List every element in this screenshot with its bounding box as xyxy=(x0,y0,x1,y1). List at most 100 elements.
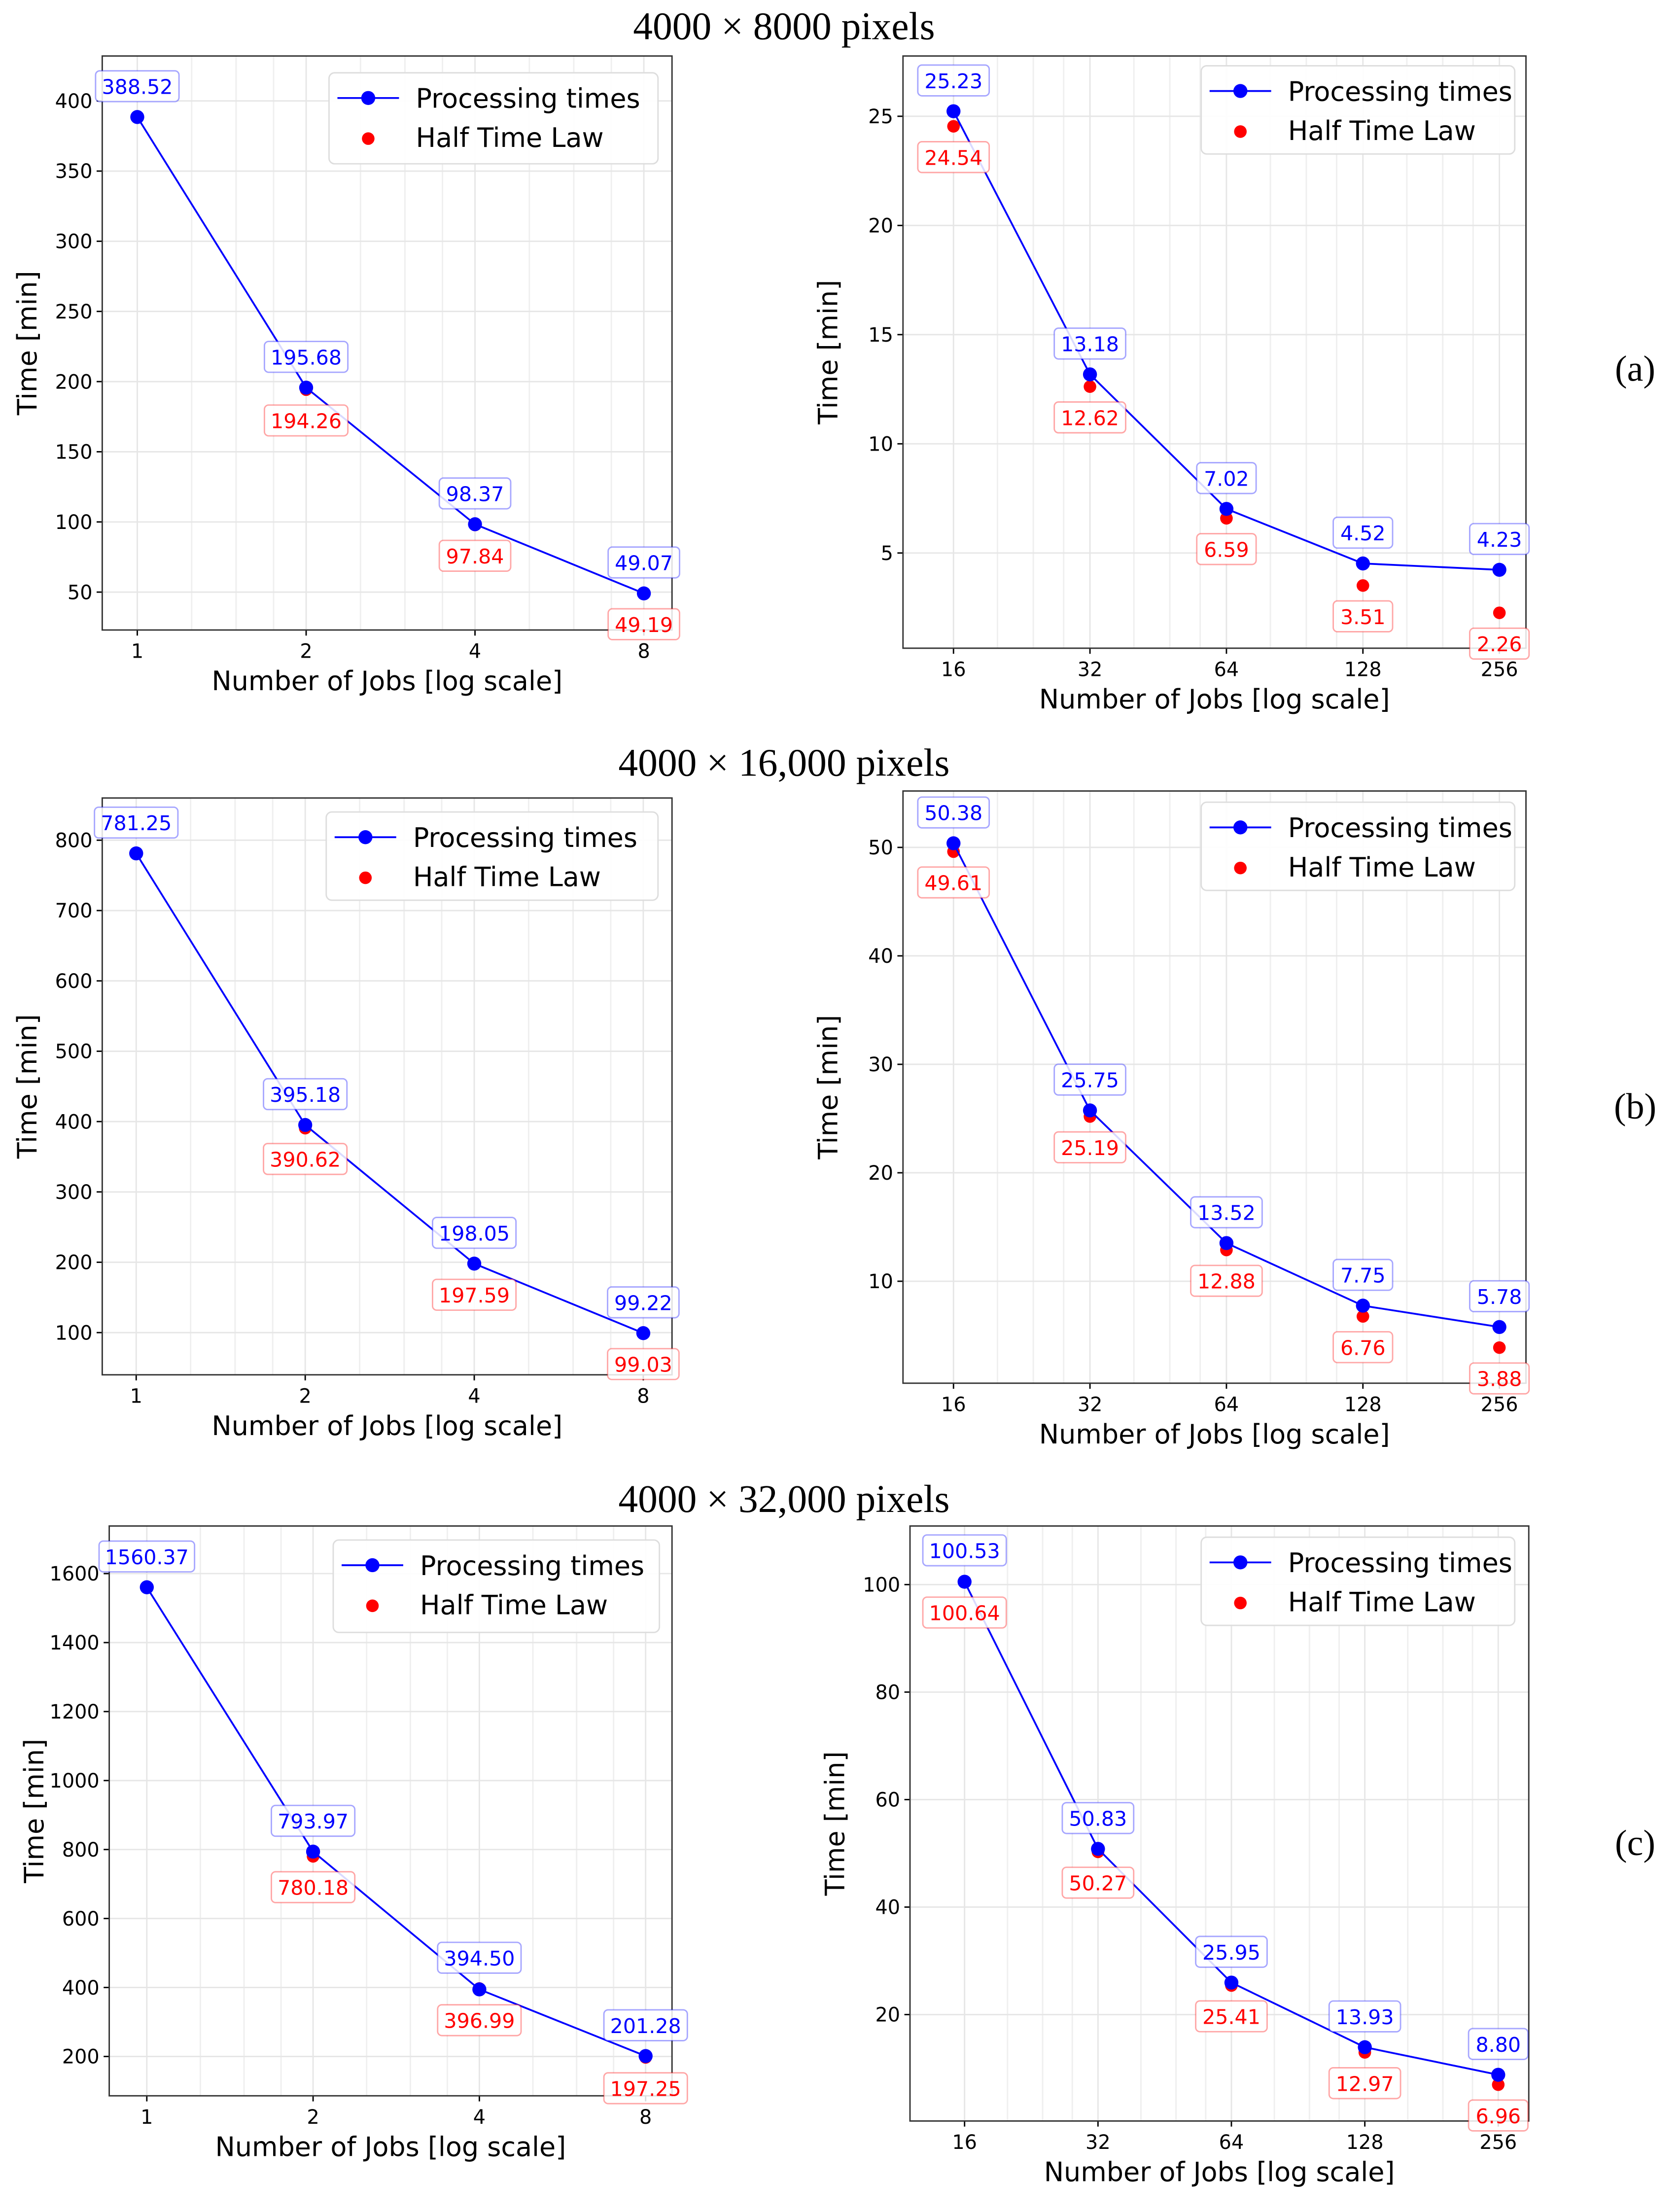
processing-time-point xyxy=(130,110,144,124)
half-time-data-label: 3.51 xyxy=(1340,605,1386,629)
half-time-data-label-box xyxy=(438,539,512,572)
processing-time-point xyxy=(299,381,314,395)
legend-frame xyxy=(1200,65,1516,155)
processing-time-point xyxy=(638,2049,653,2063)
processing-time-data-label: 13.18 xyxy=(1061,333,1119,356)
y-tick-label: 300 xyxy=(55,1181,93,1204)
legend-half-time-marker xyxy=(1234,1596,1247,1610)
legend-processing-marker xyxy=(1233,1555,1248,1570)
y-tick-label: 50 xyxy=(68,581,93,604)
processing-time-point xyxy=(1492,562,1506,577)
processing-times-line xyxy=(135,853,644,1334)
x-tick-label: 16 xyxy=(941,1394,966,1416)
half-time-data-label-box xyxy=(1196,533,1257,565)
processing-time-data-label: 25.75 xyxy=(1061,1069,1119,1092)
processing-time-point xyxy=(472,1982,487,1997)
y-tick-label: 600 xyxy=(62,1908,100,1931)
chart-4: 200 400 600 800 1000 1200 1400 1600 1 2 4 8 Number o… xyxy=(19,1525,688,2162)
x-tick-label: 64 xyxy=(1219,2131,1244,2154)
panel-label-b: (b) xyxy=(1614,1086,1656,1126)
half-time-data-label: 24.54 xyxy=(924,146,982,170)
processing-time-data-label-box xyxy=(1195,1935,1268,1968)
processing-time-data-label-box xyxy=(1469,523,1530,556)
processing-time-point xyxy=(1083,367,1097,382)
processing-time-data-label: 8.80 xyxy=(1475,2033,1521,2057)
x-axis-label: Number of Jobs [log scale] xyxy=(1039,1419,1390,1450)
y-tick-label: 400 xyxy=(55,90,93,113)
half-time-data-label-box xyxy=(263,1143,348,1175)
half-time-data-label: 25.19 xyxy=(1061,1136,1119,1160)
processing-time-data-label-box xyxy=(438,477,512,510)
y-tick-label: 20 xyxy=(868,215,893,238)
legend-half-time-label: Half Time Law xyxy=(1288,852,1476,883)
legend-frame xyxy=(328,72,659,165)
y-tick-label: 10 xyxy=(868,433,893,456)
legend: Processing times Half Time Law xyxy=(328,72,659,165)
processing-time-data-label-box xyxy=(1332,1259,1394,1291)
half-time-data-label-box xyxy=(1469,1362,1530,1395)
x-tick-label: 2 xyxy=(300,640,312,663)
legend: Processing times Half Time Law xyxy=(1200,1536,1516,1626)
plot-frame xyxy=(101,797,673,1376)
legend: Processing times Half Time Law xyxy=(1200,801,1516,891)
half-time-data-label: 12.88 xyxy=(1197,1270,1256,1294)
half-time-data-label-box xyxy=(271,1871,356,1903)
x-tick-label: 32 xyxy=(1085,2131,1111,2154)
processing-time-data-label-box xyxy=(271,1804,356,1837)
y-tick-label: 60 xyxy=(875,1789,901,1812)
legend-half-time-marker xyxy=(1234,861,1247,875)
x-tick-label: 1 xyxy=(131,640,143,663)
processing-time-data-label-box xyxy=(1190,1196,1263,1229)
half-time-data-label: 6.96 xyxy=(1475,2105,1521,2128)
processing-time-data-label: 4.52 xyxy=(1340,522,1386,545)
half-time-data-label-box xyxy=(1332,1331,1394,1364)
legend-half-time-marker xyxy=(359,871,372,884)
half-time-point xyxy=(1493,606,1506,619)
processing-time-point xyxy=(1356,556,1370,571)
half-time-data-label: 99.03 xyxy=(614,1353,672,1377)
y-axis-label: Time [min] xyxy=(19,1739,50,1884)
processing-time-point xyxy=(298,1118,313,1132)
y-tick-label: 200 xyxy=(62,2046,100,2069)
half-time-data-label-box xyxy=(917,866,990,899)
half-time-data-label: 49.61 xyxy=(924,872,982,895)
processing-time-data-label: 25.95 xyxy=(1202,1941,1260,1965)
legend-processing-label: Processing times xyxy=(1288,1547,1512,1579)
half-time-data-label-box xyxy=(1053,1131,1126,1163)
legend-processing-marker xyxy=(365,1558,380,1573)
processing-time-data-label: 50.83 xyxy=(1069,1807,1127,1831)
y-tick-label: 200 xyxy=(55,371,93,393)
y-tick-label: 800 xyxy=(62,1839,100,1861)
legend-half-time-marker xyxy=(362,132,375,145)
processing-time-point xyxy=(1358,2040,1372,2054)
half-time-data-label: 390.62 xyxy=(270,1148,341,1172)
chart-3: 10 20 30 40 50 16 32 64 128 256 Number of Jobs [lo… xyxy=(812,790,1530,1450)
chart-1: 5 10 15 20 25 16 32 64 128 256 Number of Jobs [log… xyxy=(812,55,1530,715)
half-time-data-label-box xyxy=(1190,1264,1263,1297)
processing-time-data-label-box xyxy=(1196,462,1257,494)
processing-time-data-label: 388.52 xyxy=(102,75,173,99)
half-time-data-label-box xyxy=(1469,627,1530,660)
plot-frame xyxy=(108,1525,673,2097)
chart-0: 50 100 150 200 250 300 350 400 1 2 4 8 Number of Job… xyxy=(12,55,680,697)
panel-label-c: (c) xyxy=(1615,1823,1655,1863)
legend-processing-label: Processing times xyxy=(420,1550,644,1581)
processing-time-data-label-box xyxy=(917,64,990,97)
processing-time-data-label-box xyxy=(917,796,990,829)
half-time-data-label-box xyxy=(607,1348,680,1380)
processing-time-data-label-box xyxy=(1061,1802,1135,1834)
half-time-data-label: 396.99 xyxy=(444,2009,515,2033)
half-time-data-label-box xyxy=(1332,600,1394,632)
legend: Processing times Half Time Law xyxy=(1200,65,1516,155)
processing-time-data-label-box xyxy=(607,546,680,579)
processing-time-point xyxy=(1492,1320,1506,1334)
processing-time-data-label: 7.75 xyxy=(1340,1264,1386,1288)
half-time-point xyxy=(1493,1341,1506,1354)
legend-half-time-marker xyxy=(1234,125,1247,138)
processing-time-point xyxy=(129,846,143,861)
half-time-point xyxy=(947,120,960,133)
x-axis-label: Number of Jobs [log scale] xyxy=(1039,684,1390,715)
x-tick-label: 128 xyxy=(1346,2131,1384,2154)
x-tick-label: 32 xyxy=(1078,659,1103,681)
y-tick-label: 100 xyxy=(863,1574,900,1597)
